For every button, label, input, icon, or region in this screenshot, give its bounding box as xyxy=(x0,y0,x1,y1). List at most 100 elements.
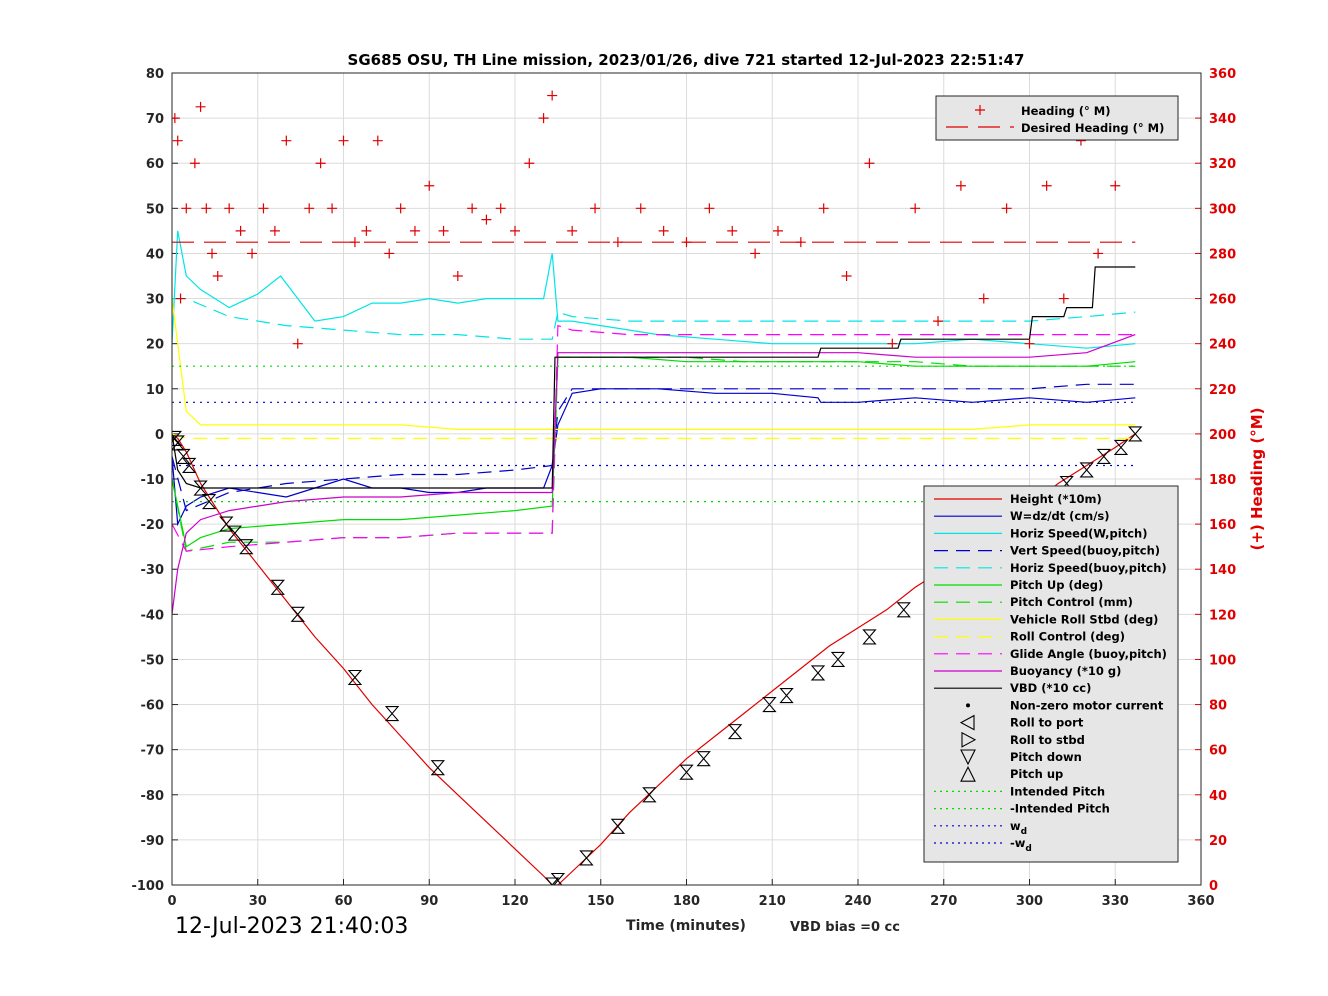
y-right-tick-label: 260 xyxy=(1209,293,1236,308)
heading-point xyxy=(510,225,520,236)
y-tick-label: 30 xyxy=(146,293,164,308)
pitch-marker xyxy=(696,751,711,767)
heading-point xyxy=(547,90,558,101)
pitch-marker xyxy=(172,430,183,446)
legend-label: Vehicle Roll Stbd (deg) xyxy=(1010,612,1158,626)
heading-point xyxy=(292,338,303,349)
heading-point xyxy=(189,158,200,169)
pitch-marker xyxy=(830,651,846,667)
heading-point xyxy=(1093,248,1104,259)
legend-entry: Vehicle Roll Stbd (deg) xyxy=(934,612,1158,626)
legend-label: Pitch Control (mm) xyxy=(1010,595,1133,609)
series-line xyxy=(172,334,1136,615)
x-tick-labels: 0 30 60 90 120 150 180 210 240 270 300 330 360 xyxy=(167,894,1214,909)
legend-entry: -Intended Pitch xyxy=(934,802,1110,816)
pitch-marker xyxy=(219,516,234,532)
legend-entry: Glide Angle (buoy,pitch) xyxy=(934,647,1167,661)
series-line xyxy=(172,324,1136,552)
pitch-marker xyxy=(290,606,305,622)
series-line xyxy=(172,298,1136,340)
legend-label: Pitch up xyxy=(1010,767,1063,781)
pitch-marker xyxy=(1079,462,1094,478)
heading-point xyxy=(269,225,280,236)
legend-label: Intended Pitch xyxy=(1010,784,1105,798)
y-tick-label: -50 xyxy=(141,653,165,668)
y-tick-label: -20 xyxy=(141,518,165,533)
y-right-tick-label: 280 xyxy=(1209,247,1236,262)
start-timestamp: 12-Jul-2023 21:40:03 xyxy=(175,914,408,939)
legend-top-box xyxy=(935,95,1179,141)
heading-point xyxy=(304,203,315,214)
pitch-marker xyxy=(810,665,826,681)
legend-entry: Intended Pitch xyxy=(934,784,1105,798)
legend-label: Height (*10m) xyxy=(1010,492,1102,506)
pitch-marker xyxy=(642,787,657,803)
y-tick-label: 80 xyxy=(146,67,164,82)
x-tick-label: 300 xyxy=(1016,894,1043,909)
heading-point xyxy=(841,271,852,281)
pitch-marker xyxy=(550,872,566,885)
series-line xyxy=(172,383,1136,512)
y-right-tick-label: 360 xyxy=(1209,67,1236,82)
y-tick-label: 50 xyxy=(146,202,164,217)
pitch-marker xyxy=(201,494,217,510)
y-tick-label: -90 xyxy=(141,834,165,849)
series-line xyxy=(172,356,1136,552)
heading-point xyxy=(181,203,192,214)
legend-label: W=dz/dt (cm/s) xyxy=(1010,509,1110,523)
pitch-marker xyxy=(779,687,794,704)
plot-frame xyxy=(171,72,1202,886)
y-tick-label: -80 xyxy=(141,789,165,804)
heading-point xyxy=(658,225,669,236)
legend-label: Horiz Speed(buoy,pitch) xyxy=(1010,561,1167,575)
pitch-marker xyxy=(610,818,626,834)
heading-point xyxy=(750,248,761,259)
heading-point xyxy=(281,135,292,146)
pitch-marker xyxy=(1096,448,1112,464)
y-tick-labels: 80 70 60 50 40 30 20 10 0 -10 -20 -30 -40 -50 -60 -70 -8… xyxy=(131,67,164,894)
legend-entry: Non-zero motor current xyxy=(966,698,1164,712)
y-tick-label: -60 xyxy=(141,699,165,714)
y-tick-label: 70 xyxy=(146,112,164,127)
y-tick-label: 20 xyxy=(146,338,164,353)
legend-swatch xyxy=(961,731,977,748)
heading-point xyxy=(395,203,406,214)
legend-label: VBD (*10 cc) xyxy=(1010,681,1091,695)
y-right-tick-label: 120 xyxy=(1209,608,1236,623)
heading-point xyxy=(795,237,806,248)
y-right-tick-label: 20 xyxy=(1209,834,1227,849)
y-right-tick-label: 220 xyxy=(1209,383,1236,398)
heading-point xyxy=(409,225,420,236)
y-right-tick-label: 140 xyxy=(1209,563,1236,578)
legend-top-label: Desired Heading (° M) xyxy=(1021,121,1164,135)
heading-point xyxy=(704,203,715,214)
y-right-tick-label: 60 xyxy=(1209,744,1227,759)
legend-entry: Pitch down xyxy=(960,749,1082,766)
heading-point xyxy=(467,203,478,214)
heading-point xyxy=(172,113,180,124)
heading-point xyxy=(207,248,218,259)
heading-point xyxy=(172,135,183,146)
heading-point xyxy=(195,101,206,112)
legend-swatch xyxy=(960,765,976,782)
legend-entry: Pitch up xyxy=(960,765,1063,782)
legend-entry: Roll Control (deg) xyxy=(934,630,1125,644)
heading-point xyxy=(315,158,326,169)
x-tick-label: 90 xyxy=(420,894,438,909)
heading-point xyxy=(567,225,578,236)
y-tick-label: 10 xyxy=(146,383,164,398)
legend-main-box xyxy=(923,485,1179,863)
series-layer xyxy=(172,230,1136,885)
heading-point xyxy=(887,338,898,349)
heading-point xyxy=(258,203,269,214)
x-tick-label: 330 xyxy=(1102,894,1129,909)
heading-point xyxy=(224,203,235,214)
y-right-tick-label: 180 xyxy=(1209,473,1236,488)
legend-entry: Pitch Up (deg) xyxy=(934,578,1103,592)
y-right-tick-label: 80 xyxy=(1209,699,1227,714)
legend-entry: Horiz Speed(W,pitch) xyxy=(934,526,1147,540)
y-right-tick-label: 100 xyxy=(1209,653,1236,668)
y-tick-label: -10 xyxy=(141,473,165,488)
legend-entry: Buoyancy (*10 g) xyxy=(934,664,1121,678)
